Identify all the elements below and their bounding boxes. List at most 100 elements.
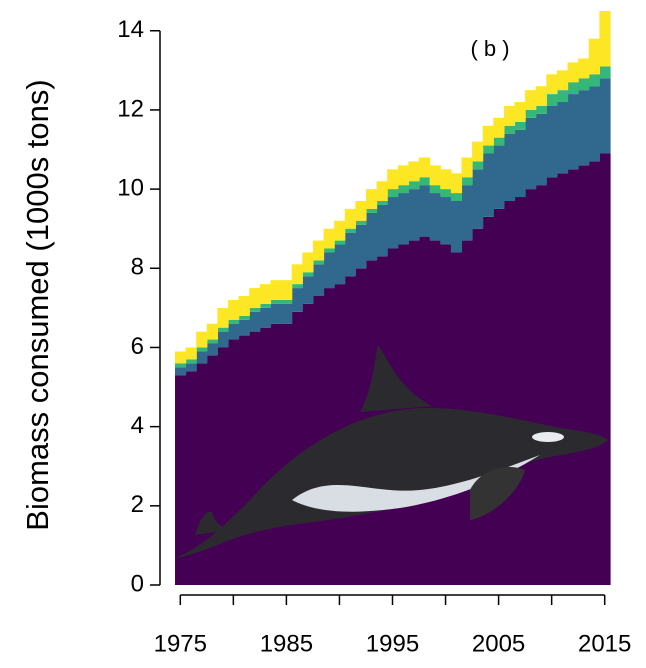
area-step xyxy=(589,39,600,75)
area-step xyxy=(408,189,419,240)
y-axis-label: Biomass consumed (1000s tons) xyxy=(20,79,55,530)
orca-eyepatch xyxy=(532,432,564,442)
area-step xyxy=(525,90,536,110)
page: {"chart_data": {"type": "stacked-step-ar… xyxy=(0,0,646,668)
area-step xyxy=(228,300,239,320)
area-step xyxy=(302,276,313,304)
area-step xyxy=(387,169,398,189)
y-tick-label: 12 xyxy=(117,95,144,122)
area-step xyxy=(472,229,483,585)
area-step xyxy=(461,185,472,240)
area-step xyxy=(599,66,610,78)
area-step xyxy=(302,304,313,585)
area-step xyxy=(578,58,589,78)
area-step xyxy=(207,355,218,585)
area-step xyxy=(207,324,218,340)
area-step xyxy=(536,106,547,114)
area-step xyxy=(249,332,260,585)
area-step xyxy=(313,241,324,261)
area-step xyxy=(387,189,398,197)
area-step xyxy=(504,134,515,201)
area-step xyxy=(175,367,186,375)
area-step xyxy=(440,189,451,197)
area-step xyxy=(281,304,292,324)
area-step xyxy=(578,165,589,585)
area-step xyxy=(292,312,303,585)
area-step xyxy=(430,165,441,185)
area-step xyxy=(493,209,504,585)
area-step xyxy=(525,189,536,585)
area-step xyxy=(387,197,398,248)
area-step xyxy=(196,351,207,363)
area-step xyxy=(504,106,515,126)
annotation: ( b ) xyxy=(470,36,509,61)
area-step xyxy=(568,82,579,94)
area-step xyxy=(217,347,228,585)
area-step xyxy=(568,62,579,82)
area-step xyxy=(493,138,504,146)
x-tick-label: 1985 xyxy=(260,630,313,657)
area-step xyxy=(249,312,260,332)
area-step xyxy=(186,359,197,363)
area-step xyxy=(515,130,526,197)
area-step xyxy=(345,233,356,277)
area-step xyxy=(557,70,568,90)
y-tick-label: 10 xyxy=(117,174,144,201)
area-step xyxy=(461,157,472,177)
area-step xyxy=(196,347,207,351)
area-step xyxy=(515,197,526,585)
area-step xyxy=(175,351,186,363)
area-step xyxy=(175,375,186,585)
area-step xyxy=(483,126,494,146)
area-step xyxy=(175,363,186,367)
area-step xyxy=(546,177,557,585)
area-step xyxy=(451,201,462,252)
area-step xyxy=(366,189,377,209)
area-step xyxy=(599,11,610,66)
area-step xyxy=(239,316,250,320)
area-step xyxy=(186,363,197,371)
area-step xyxy=(324,252,335,288)
area-step xyxy=(260,284,271,304)
area-step xyxy=(557,102,568,173)
area-step xyxy=(239,320,250,336)
area-step xyxy=(207,344,218,356)
area-step xyxy=(515,102,526,122)
area-step xyxy=(292,284,303,288)
area-step xyxy=(578,78,589,90)
area-step xyxy=(599,153,610,585)
x-tick-label: 2015 xyxy=(578,630,631,657)
area-step xyxy=(504,126,515,134)
y-tick-label: 8 xyxy=(131,254,144,281)
area-step xyxy=(302,252,313,272)
area-step xyxy=(408,161,419,181)
area-step xyxy=(228,340,239,585)
area-step xyxy=(292,288,303,312)
area-step xyxy=(377,201,388,205)
area-step xyxy=(557,173,568,585)
area-step xyxy=(217,332,228,348)
y-tick-label: 6 xyxy=(131,333,144,360)
area-step xyxy=(345,209,356,229)
area-step xyxy=(398,165,409,185)
area-step xyxy=(419,157,430,177)
x-tick-label: 2005 xyxy=(472,630,525,657)
area-step xyxy=(239,336,250,585)
y-tick-label: 0 xyxy=(131,570,144,597)
area-step xyxy=(504,201,515,585)
area-step xyxy=(419,185,430,236)
area-step xyxy=(589,86,600,161)
area-step xyxy=(568,94,579,169)
area-step xyxy=(472,169,483,228)
area-step xyxy=(408,181,419,189)
area-step xyxy=(249,288,260,308)
area-step xyxy=(451,173,462,193)
area-step xyxy=(568,169,579,585)
area-step xyxy=(377,205,388,256)
area-step xyxy=(440,169,451,189)
area-step xyxy=(334,245,345,285)
area-step xyxy=(472,142,483,162)
area-step xyxy=(525,118,536,189)
area-step xyxy=(398,193,409,244)
area-step xyxy=(281,280,292,300)
